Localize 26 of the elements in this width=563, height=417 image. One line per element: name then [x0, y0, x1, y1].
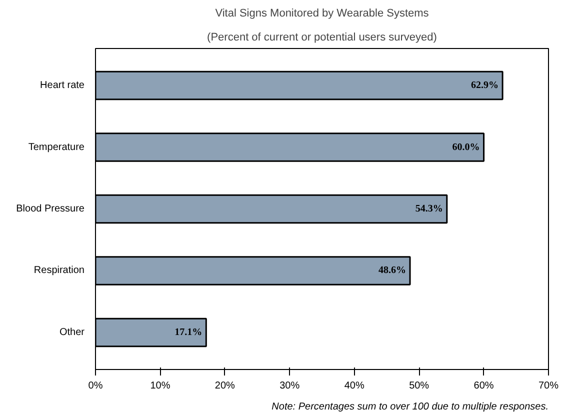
y-tick-label: Heart rate	[40, 80, 85, 92]
text: Note: Percentages sum to over 100 due to multiple responses.	[272, 402, 549, 412]
y-tick-label: Other	[59, 326, 86, 338]
data-label: 62.9%	[471, 80, 499, 92]
x-tick-label: 40%	[344, 380, 364, 392]
y-tick-label: Blood Pressure	[16, 204, 85, 214]
bar	[96, 318, 207, 348]
bar	[96, 132, 485, 162]
data-label: 54.3%	[415, 204, 443, 214]
data-label: 48.6%	[378, 265, 406, 276]
x-tick-label: 60%	[474, 380, 494, 392]
x-tick-label: 30%	[280, 380, 300, 392]
bar	[96, 194, 448, 224]
data-label: 60.0%	[452, 142, 480, 153]
y-tick-label: Respiration	[34, 265, 85, 276]
data-label: 17.1%	[174, 326, 202, 338]
x-tick-label: 50%	[409, 380, 430, 392]
bar	[96, 70, 504, 100]
bar	[96, 256, 411, 286]
x-tick-label: 70%	[538, 380, 559, 392]
y-tick-label: Temperature	[28, 142, 85, 153]
chart-subtitle: (Percent of current or potential users surveyed)	[207, 32, 437, 44]
x-tick-label: 20%	[214, 380, 236, 392]
x-tick-label: 10%	[150, 380, 170, 392]
x-tick-label: 0%	[88, 380, 103, 392]
chart-title: Vital Signs Monitored by Wearable Systems	[215, 8, 430, 20]
